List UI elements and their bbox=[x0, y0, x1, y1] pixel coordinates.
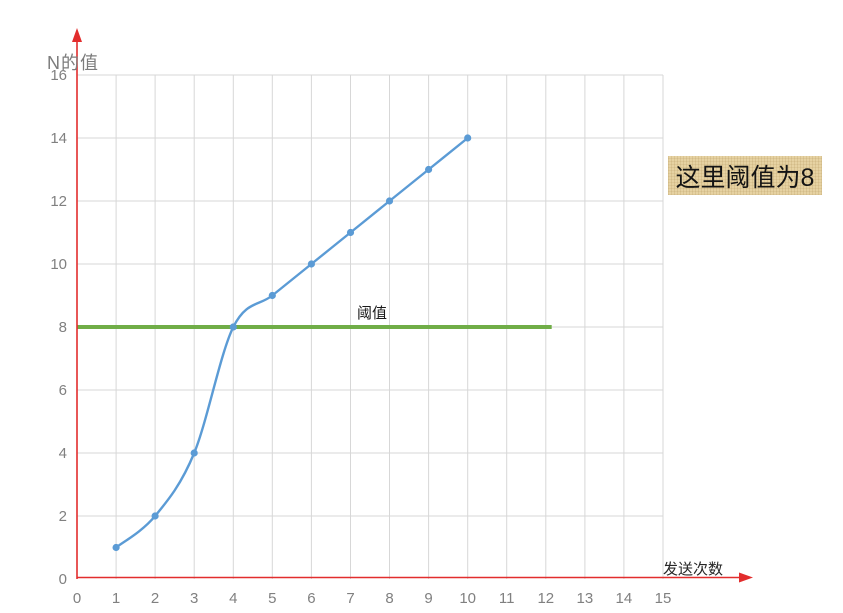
data-point-marker bbox=[229, 323, 237, 331]
x-tick-label: 15 bbox=[655, 590, 672, 607]
y-tick-label: 10 bbox=[50, 256, 67, 273]
data-point-marker bbox=[464, 134, 472, 142]
y-tick-label: 16 bbox=[50, 67, 67, 84]
y-tick-label: 2 bbox=[59, 508, 67, 525]
x-tick-label: 1 bbox=[112, 590, 120, 607]
x-tick-label: 2 bbox=[151, 590, 159, 607]
data-point-marker bbox=[425, 165, 433, 174]
annotation-note: 这里阈值为8 bbox=[668, 156, 822, 195]
series-line bbox=[114, 136, 469, 549]
x-tick-label: 3 bbox=[190, 590, 198, 607]
x-tick-label: 10 bbox=[459, 590, 476, 607]
x-tick-label: 0 bbox=[73, 590, 81, 607]
x-tick-label: 7 bbox=[346, 590, 354, 607]
x-tick-label: 14 bbox=[616, 590, 633, 607]
y-tick-label: 12 bbox=[50, 193, 67, 210]
x-axis-title: 发送次数 bbox=[663, 561, 724, 578]
y-tick-label: 8 bbox=[59, 319, 67, 336]
y-tick-label: 4 bbox=[59, 445, 67, 462]
x-tick-label: 6 bbox=[307, 590, 315, 607]
x-tick-label: 12 bbox=[537, 590, 554, 607]
data-point-marker bbox=[385, 197, 394, 205]
x-tick-label: 13 bbox=[577, 590, 594, 607]
data-point-marker bbox=[151, 512, 159, 520]
y-axis-title: N的值 bbox=[47, 53, 99, 73]
y-tick-label: 0 bbox=[59, 571, 67, 588]
data-point-marker bbox=[112, 543, 120, 552]
y-tick-label: 14 bbox=[50, 130, 67, 147]
x-tick-label: 4 bbox=[229, 590, 237, 607]
x-tick-label: 9 bbox=[424, 590, 432, 607]
x-tick-label: 11 bbox=[499, 590, 515, 607]
data-point-marker bbox=[190, 449, 198, 457]
data-point-marker bbox=[268, 291, 276, 300]
data-point-marker bbox=[346, 228, 355, 237]
x-tick-label: 8 bbox=[385, 590, 393, 607]
data-point-marker bbox=[307, 260, 315, 268]
x-axis-arrow bbox=[739, 572, 753, 583]
y-axis-arrow bbox=[72, 28, 82, 42]
y-tick-label: 6 bbox=[59, 382, 67, 399]
x-tick-label: 5 bbox=[268, 590, 276, 607]
threshold-label: 阈值 bbox=[357, 305, 388, 322]
